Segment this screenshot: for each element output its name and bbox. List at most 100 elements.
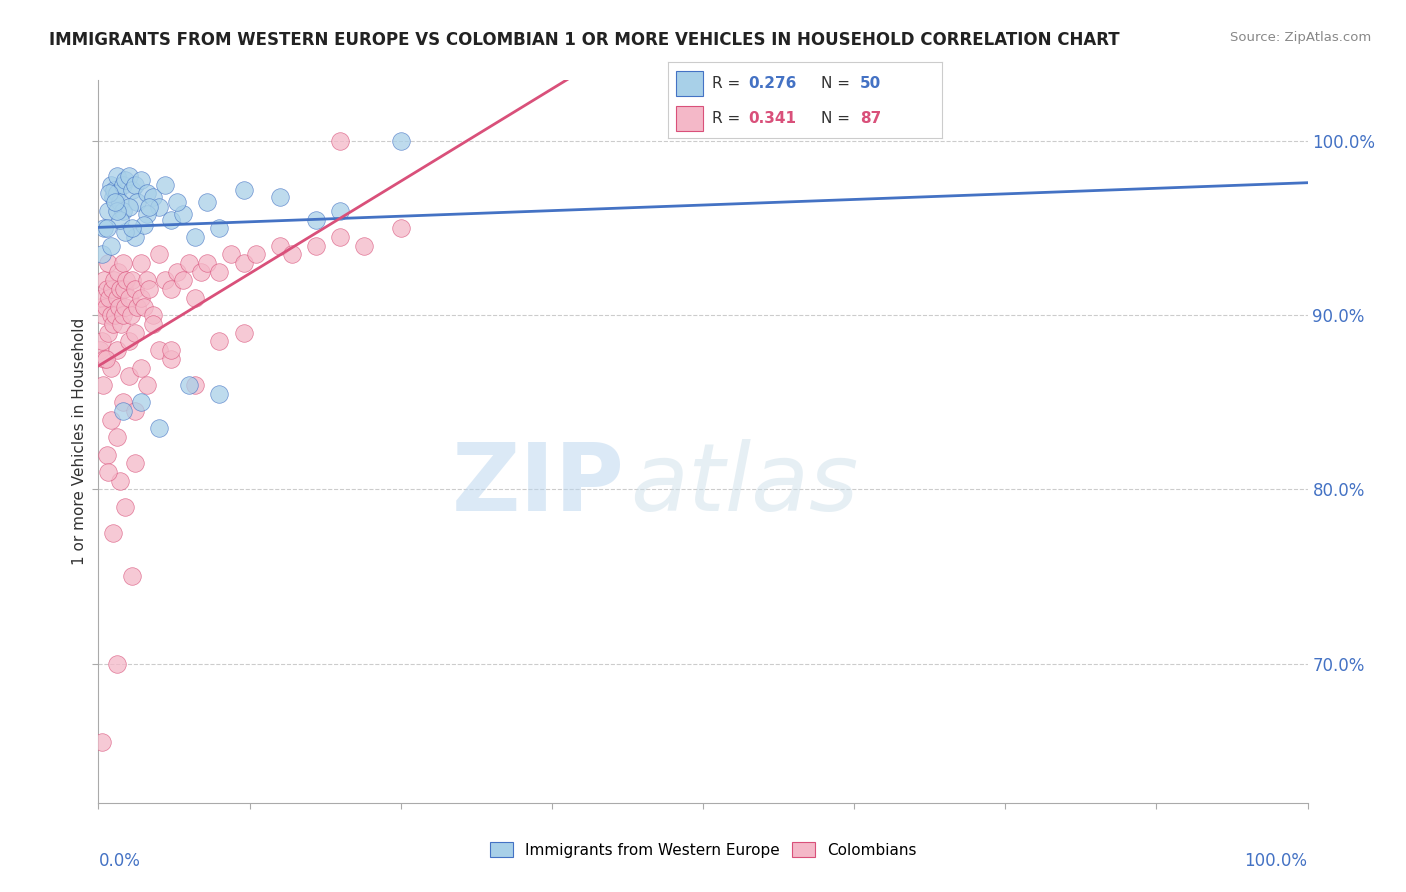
Point	[93, 221, 115, 235]
Point	[389, 134, 412, 148]
Point	[93, 351, 115, 366]
Y-axis label: 1 or more Vehicles in Household: 1 or more Vehicles in Household	[72, 318, 87, 566]
Point	[184, 378, 207, 392]
Point	[97, 256, 120, 270]
Point	[112, 282, 135, 296]
Text: Source: ZipAtlas.com: Source: ZipAtlas.com	[1230, 31, 1371, 45]
Point	[118, 369, 141, 384]
Point	[97, 326, 120, 340]
Point	[135, 378, 157, 392]
Point	[105, 430, 128, 444]
Text: N =: N =	[821, 111, 855, 126]
Point	[232, 183, 254, 197]
Point	[91, 735, 114, 749]
Point	[89, 343, 111, 358]
Point	[127, 195, 149, 210]
Point	[135, 207, 157, 221]
Point	[100, 360, 122, 375]
Point	[100, 308, 122, 322]
Point	[184, 230, 207, 244]
Point	[118, 169, 141, 183]
Point	[114, 500, 136, 514]
Point	[172, 207, 194, 221]
Text: 0.0%: 0.0%	[98, 852, 141, 870]
Point	[138, 200, 160, 214]
Point	[98, 291, 121, 305]
Point	[93, 273, 115, 287]
Point	[90, 300, 112, 314]
Point	[104, 308, 127, 322]
Point	[108, 195, 131, 210]
Point	[115, 273, 138, 287]
Point	[98, 186, 121, 201]
Point	[195, 195, 218, 210]
Point	[208, 334, 231, 349]
Point	[281, 247, 304, 261]
Point	[124, 404, 146, 418]
Point	[129, 360, 152, 375]
Point	[111, 256, 134, 270]
Point	[111, 404, 134, 418]
Point	[107, 265, 129, 279]
FancyBboxPatch shape	[676, 70, 703, 95]
Point	[121, 569, 143, 583]
Point	[166, 265, 188, 279]
Point	[105, 343, 128, 358]
Point	[153, 273, 176, 287]
Point	[142, 317, 165, 331]
Point	[105, 203, 128, 218]
Point	[232, 326, 254, 340]
Text: IMMIGRANTS FROM WESTERN EUROPE VS COLOMBIAN 1 OR MORE VEHICLES IN HOUSEHOLD CORR: IMMIGRANTS FROM WESTERN EUROPE VS COLOMB…	[49, 31, 1119, 49]
Point	[100, 413, 122, 427]
Point	[105, 291, 128, 305]
Point	[148, 421, 170, 435]
Point	[329, 230, 352, 244]
Point	[108, 282, 131, 296]
Point	[305, 238, 328, 252]
Text: atlas: atlas	[630, 440, 859, 531]
Point	[103, 273, 125, 287]
Point	[118, 334, 141, 349]
Point	[121, 221, 143, 235]
Text: R =: R =	[711, 76, 745, 91]
Point	[129, 291, 152, 305]
Point	[160, 212, 183, 227]
Point	[124, 230, 146, 244]
Point	[269, 190, 291, 204]
Point	[100, 238, 122, 252]
Text: ZIP: ZIP	[451, 439, 624, 531]
Point	[111, 308, 134, 322]
Point	[94, 300, 117, 314]
Point	[232, 256, 254, 270]
Point	[118, 291, 141, 305]
Point	[124, 178, 146, 192]
FancyBboxPatch shape	[676, 105, 703, 130]
Point	[172, 273, 194, 287]
Point	[120, 308, 142, 322]
Point	[208, 265, 231, 279]
Text: 100.0%: 100.0%	[1244, 852, 1308, 870]
Point	[97, 203, 120, 218]
Point	[129, 172, 152, 186]
Point	[91, 378, 114, 392]
Point	[91, 247, 114, 261]
Point	[114, 172, 136, 186]
Point	[104, 195, 127, 210]
Point	[105, 657, 128, 671]
Point	[329, 134, 352, 148]
Point	[91, 334, 114, 349]
Point	[160, 343, 183, 358]
Point	[184, 291, 207, 305]
Point	[138, 282, 160, 296]
Point	[114, 225, 136, 239]
Point	[148, 343, 170, 358]
Point	[208, 386, 231, 401]
Text: 0.341: 0.341	[749, 111, 797, 126]
Point	[97, 465, 120, 479]
Point	[121, 273, 143, 287]
Text: R =: R =	[711, 111, 745, 126]
Point	[160, 351, 183, 366]
Point	[108, 212, 131, 227]
Point	[305, 212, 328, 227]
Point	[190, 265, 212, 279]
